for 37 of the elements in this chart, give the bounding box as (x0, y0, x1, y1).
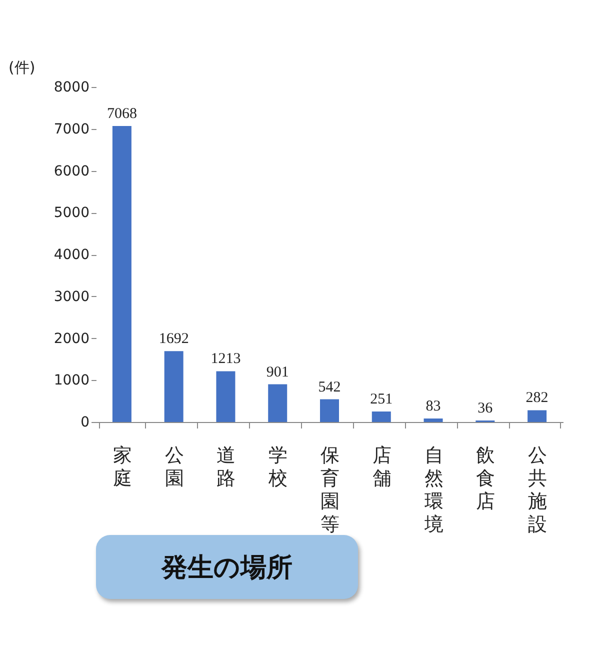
y-tick-label: 5000 (54, 205, 90, 222)
data-label: 83 (426, 398, 441, 415)
x-tick-label: 店舗 (372, 444, 392, 490)
bar (268, 384, 288, 422)
data-label: 282 (526, 390, 548, 406)
x-tick-label: 自然環境 (423, 444, 444, 536)
x-tick-label: 飲食店 (476, 444, 496, 512)
bar (372, 411, 391, 422)
data-label: 542 (318, 379, 341, 396)
x-tick-label: 道路 (216, 444, 236, 490)
y-tick-label: 3000 (54, 288, 90, 305)
y-tick-label: 7000 (54, 121, 90, 138)
data-label: 1692 (158, 331, 189, 348)
y-tick-label: 0 (80, 414, 90, 430)
bar (112, 126, 132, 422)
x-tick-label: 家庭 (112, 444, 132, 490)
text: 発生の場所 (96, 535, 358, 599)
x-tick-label: 学校 (268, 444, 288, 490)
x-tick-label: 公共施設 (528, 444, 548, 536)
bar (320, 399, 339, 422)
bar (424, 418, 443, 422)
data-label: 7068 (106, 106, 137, 122)
bar (216, 371, 236, 422)
y-axis-title: (件) (8, 58, 36, 76)
bar (164, 351, 184, 422)
y-tick-label: 4000 (54, 247, 90, 263)
y-tick-label: 2000 (54, 330, 90, 347)
data-label: 36 (478, 400, 494, 416)
y-tick-label: 8000 (54, 80, 90, 96)
x-tick-label: 公園 (164, 444, 184, 490)
data-label: 901 (266, 364, 289, 380)
y-tick-label: 6000 (54, 163, 90, 180)
data-label: 251 (370, 391, 393, 408)
x-tick-label: 保育園等 (320, 444, 340, 536)
data-label: 1213 (210, 351, 241, 368)
bar (528, 410, 547, 422)
y-tick-label: 1000 (54, 372, 90, 389)
